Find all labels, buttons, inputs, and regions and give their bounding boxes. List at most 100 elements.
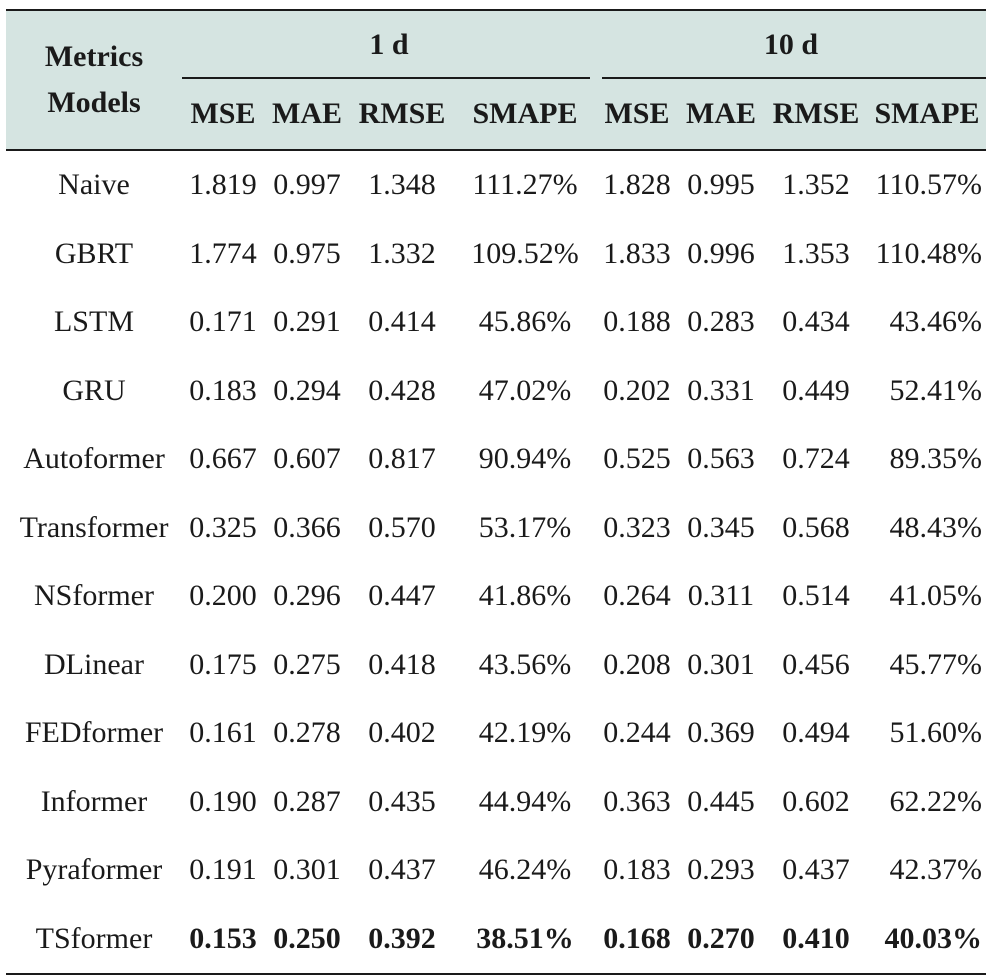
value-cell: 0.449 — [782, 373, 850, 407]
corner-header: Metrics Models — [6, 10, 182, 151]
value-cell: 0.428 — [368, 373, 436, 407]
value-cell: 41.86% — [478, 579, 572, 613]
value-cell: 38.51% — [454, 904, 596, 975]
value-cell: 0.345 — [687, 510, 755, 544]
value-cell: 0.997 — [273, 168, 341, 202]
corner-models-label: Models — [47, 86, 141, 119]
value-cell: 0.437 — [368, 853, 436, 887]
table-row: TSformer 0.153 0.250 0.392 38.51% 0.168 0.270 0… — [6, 904, 986, 975]
metric-header-smape: SMAPE — [454, 79, 596, 150]
value-cell: 42.37% — [889, 853, 983, 887]
table-row: GRU 0.183 0.294 0.428 47.02% 0.202 0.331 0.449 5… — [6, 357, 986, 426]
metric-header-rmse: RMSE — [764, 79, 868, 150]
model-name-cell: NSformer — [34, 579, 154, 613]
model-name-cell: GBRT — [54, 236, 134, 270]
value-cell: 0.724 — [782, 442, 850, 476]
value-cell: 0.434 — [782, 305, 850, 339]
value-cell: 0.410 — [764, 904, 868, 975]
value-cell: 0.283 — [687, 305, 755, 339]
value-cell: 51.60% — [889, 716, 983, 750]
value-cell: 1.352 — [782, 168, 850, 202]
value-cell: 0.402 — [368, 716, 436, 750]
table-row: Autoformer 0.667 0.607 0.817 90.94% 0.525 0.56… — [6, 425, 986, 494]
value-cell: 1.348 — [368, 168, 436, 202]
table-row: Transformer 0.325 0.366 0.570 53.17% 0.323 0.3… — [6, 494, 986, 563]
table-row: LSTM 0.171 0.291 0.414 45.86% 0.188 0.283 0.434… — [6, 288, 986, 357]
results-table: Metrics Models 1 d 10 d MSE MAE RMSE SMAPE M… — [6, 9, 986, 975]
value-cell: 1.833 — [603, 236, 671, 270]
metric-header-rmse: RMSE — [350, 79, 454, 150]
value-cell: 89.35% — [889, 442, 983, 476]
group-header-1d: 1 d — [182, 10, 596, 79]
value-cell: 0.369 — [687, 716, 755, 750]
value-cell: 0.363 — [603, 784, 671, 818]
value-cell: 0.414 — [368, 305, 436, 339]
value-cell: 45.86% — [478, 305, 572, 339]
value-cell: 0.278 — [273, 716, 341, 750]
value-cell: 0.435 — [368, 784, 436, 818]
value-cell: 0.975 — [273, 236, 341, 270]
value-cell: 0.200 — [189, 579, 257, 613]
metric-header-smape: SMAPE — [868, 79, 986, 150]
value-cell: 0.602 — [782, 784, 850, 818]
value-cell: 0.323 — [603, 510, 671, 544]
model-name-cell: Pyraformer — [25, 853, 163, 887]
value-cell: 43.56% — [478, 647, 572, 681]
value-cell: 0.183 — [189, 373, 257, 407]
model-name-cell: Autoformer — [23, 442, 165, 476]
value-cell: 46.24% — [478, 853, 572, 887]
value-cell: 0.607 — [273, 442, 341, 476]
value-cell: 0.667 — [189, 442, 257, 476]
table-row: Informer 0.190 0.287 0.435 44.94% 0.363 0.445 0… — [6, 768, 986, 837]
value-cell: 1.332 — [368, 236, 436, 270]
value-cell: 0.275 — [273, 647, 341, 681]
model-name-cell: DLinear — [44, 647, 144, 681]
value-cell: 0.250 — [264, 904, 350, 975]
value-cell: 0.525 — [603, 442, 671, 476]
value-cell: 42.19% — [478, 716, 572, 750]
value-cell: 0.287 — [273, 784, 341, 818]
value-cell: 0.264 — [603, 579, 671, 613]
value-cell: 0.161 — [189, 716, 257, 750]
value-cell: 110.48% — [875, 236, 982, 270]
table-row: DLinear 0.175 0.275 0.418 43.56% 0.208 0.301 0.… — [6, 631, 986, 700]
value-cell: 0.294 — [273, 373, 341, 407]
value-cell: 0.270 — [678, 904, 764, 975]
value-cell: 0.183 — [603, 853, 671, 887]
table-row: NSformer 0.200 0.296 0.447 41.86% 0.264 0.311 0… — [6, 562, 986, 631]
value-cell: 41.05% — [889, 579, 983, 613]
value-cell: 0.175 — [189, 647, 257, 681]
model-name-cell: GRU — [62, 373, 126, 407]
group-underline — [182, 77, 590, 79]
value-cell: 1.353 — [782, 236, 850, 270]
group-label: 10 d — [763, 28, 819, 61]
metric-header-row: MSE MAE RMSE SMAPE MSE MAE RMSE SMAPE — [6, 79, 986, 150]
value-cell: 1.774 — [189, 236, 257, 270]
value-cell: 0.171 — [189, 305, 257, 339]
value-cell: 53.17% — [478, 510, 572, 544]
value-cell: 0.418 — [368, 647, 436, 681]
value-cell: 44.94% — [478, 784, 572, 818]
value-cell: 0.331 — [687, 373, 755, 407]
value-cell: 0.153 — [182, 904, 264, 975]
value-cell: 0.568 — [782, 510, 850, 544]
metric-header-mse: MSE — [596, 79, 678, 150]
value-cell: 0.996 — [687, 236, 755, 270]
value-cell: 0.168 — [596, 904, 678, 975]
value-cell: 0.208 — [603, 647, 671, 681]
value-cell: 0.311 — [687, 579, 755, 613]
value-cell: 62.22% — [889, 784, 983, 818]
group-underline — [602, 77, 986, 79]
model-name-cell: Transformer — [19, 510, 169, 544]
table-header: Metrics Models 1 d 10 d MSE MAE RMSE SMAPE M… — [6, 10, 986, 151]
value-cell: 0.392 — [350, 904, 454, 975]
value-cell: 111.27% — [472, 168, 578, 202]
value-cell: 0.366 — [273, 510, 341, 544]
value-cell: 1.819 — [189, 168, 257, 202]
table-row: Pyraformer 0.191 0.301 0.437 46.24% 0.183 0.29… — [6, 836, 986, 905]
value-cell: 0.244 — [603, 716, 671, 750]
value-cell: 48.43% — [889, 510, 983, 544]
corner-metrics-label: Metrics — [44, 40, 144, 73]
metric-header-mae: MAE — [264, 79, 350, 150]
value-cell: 0.995 — [687, 168, 755, 202]
